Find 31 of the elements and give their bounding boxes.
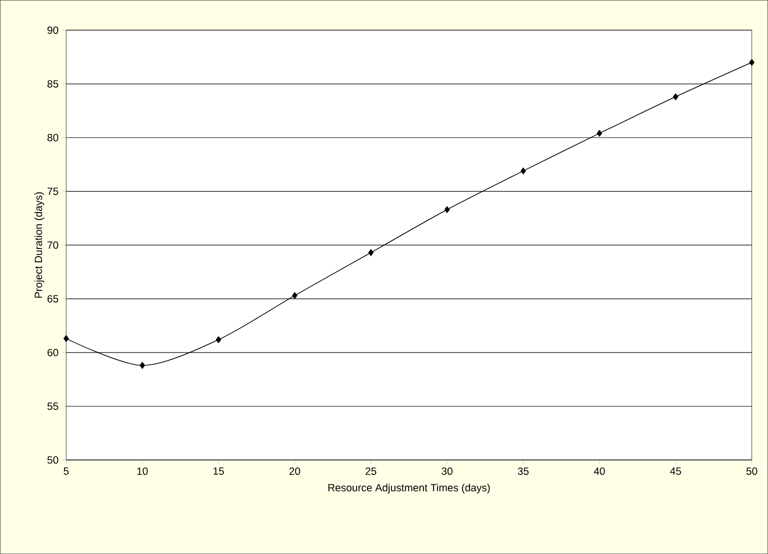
y-tick-label: 70 <box>48 241 58 249</box>
y-tick-label: 90 <box>48 26 58 34</box>
point <box>140 362 145 369</box>
y-tick-label: 50 <box>47 456 58 464</box>
point <box>292 292 298 299</box>
x-axis-title: Resource Adjustment Times (days) <box>328 484 490 494</box>
point <box>64 335 69 342</box>
y-tick-label: 75 <box>48 188 58 195</box>
point <box>444 206 450 213</box>
point <box>368 249 374 256</box>
y-tick-label: 85 <box>47 80 58 88</box>
y-tick-label: 60 <box>48 348 58 356</box>
x-tick-label: 30 <box>442 467 452 475</box>
point <box>596 130 602 137</box>
x-tick-label: 45 <box>670 467 681 475</box>
point <box>672 93 678 100</box>
y-axis-title: Project Duration (days) <box>34 192 44 298</box>
y-tick-label: 65 <box>48 295 58 302</box>
x-tick-label: 15 <box>214 467 224 475</box>
point <box>520 168 526 174</box>
x-tick-label: 25 <box>366 467 376 475</box>
x-tick-label: 20 <box>289 467 300 475</box>
x-tick-label: 5 <box>64 467 69 475</box>
point <box>749 58 754 66</box>
x-tick-label: 35 <box>518 467 529 475</box>
point <box>216 336 222 343</box>
x-tick-label: 40 <box>594 467 605 475</box>
x-tick-label: 50 <box>746 467 758 475</box>
y-tick-label: 80 <box>47 134 58 142</box>
x-tick-label: 10 <box>137 467 148 475</box>
y-tick-label: 55 <box>47 402 58 410</box>
